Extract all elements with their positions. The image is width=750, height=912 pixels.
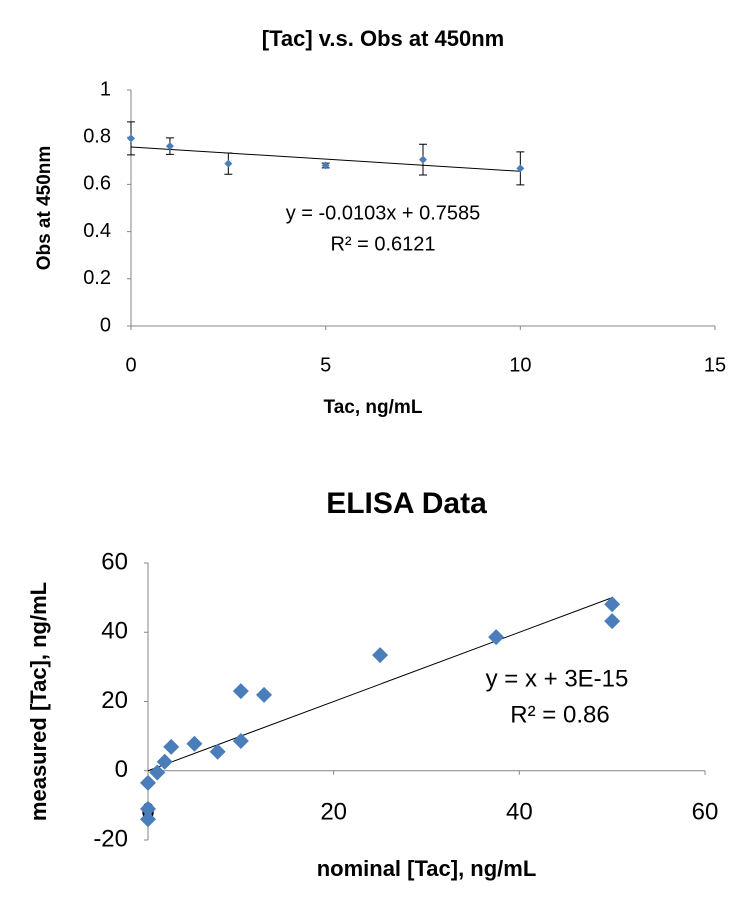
- data-point: [165, 142, 174, 151]
- data-point: [604, 613, 621, 630]
- data-point: [321, 161, 330, 170]
- y-tick-label: 0: [115, 756, 128, 783]
- trendline-annotation: y = x + 3E-15: [486, 665, 629, 692]
- data-point: [163, 738, 180, 755]
- data-point: [419, 155, 427, 164]
- y-axis-title: Obs at 450nm: [34, 146, 55, 271]
- data-point: [372, 647, 389, 664]
- y-tick-label: 0.6: [83, 173, 111, 195]
- y-tick-label: 0.8: [83, 125, 111, 147]
- trendline-annotation: y = -0.0103x + 0.7585: [286, 202, 481, 224]
- x-axis-title: nominal [Tac], ng/mL: [317, 856, 537, 881]
- data-point: [186, 735, 203, 752]
- trendline-annotation: R² = 0.86: [510, 701, 609, 728]
- chart-title: [Tac] v.s. Obs at 450nm: [262, 26, 505, 51]
- x-tick-label: 40: [506, 798, 533, 825]
- data-point: [140, 811, 156, 828]
- y-tick-label: 1: [100, 78, 111, 100]
- trendline: [147, 597, 613, 772]
- data-point: [224, 159, 233, 168]
- y-tick-label: 60: [101, 548, 128, 575]
- y-axis-title: measured [Tac], ng/mL: [26, 582, 51, 821]
- data-point: [488, 629, 505, 646]
- data-point: [140, 774, 156, 791]
- x-axis-title: Tac, ng/mL: [324, 397, 423, 418]
- y-tick-label: 40: [101, 618, 128, 645]
- y-tick-label: 20: [101, 687, 128, 714]
- x-tick-label: 10: [509, 354, 531, 376]
- trendline-annotation: R² = 0.6121: [330, 233, 435, 255]
- x-tick-label: 15: [704, 354, 726, 376]
- x-tick-label: 20: [320, 798, 347, 825]
- x-tick-label: 60: [692, 798, 719, 825]
- data-point: [232, 732, 249, 749]
- data-point: [156, 753, 173, 770]
- chart-title: ELISA Data: [326, 487, 487, 520]
- data-point: [604, 596, 621, 613]
- y-tick-label: 0.4: [83, 220, 111, 242]
- y-tick-label: -20: [93, 825, 128, 852]
- data-point: [256, 686, 273, 703]
- data-point: [140, 800, 156, 817]
- data-point: [232, 683, 249, 700]
- trendline: [130, 146, 521, 172]
- data-point: [516, 164, 525, 173]
- data-point: [127, 134, 135, 143]
- y-tick-label: 0: [100, 314, 111, 336]
- x-tick-label: 5: [320, 354, 331, 376]
- x-tick-label: 0: [125, 354, 136, 376]
- data-point: [149, 764, 166, 781]
- data-point: [209, 743, 226, 760]
- y-tick-label: 0.2: [83, 267, 111, 289]
